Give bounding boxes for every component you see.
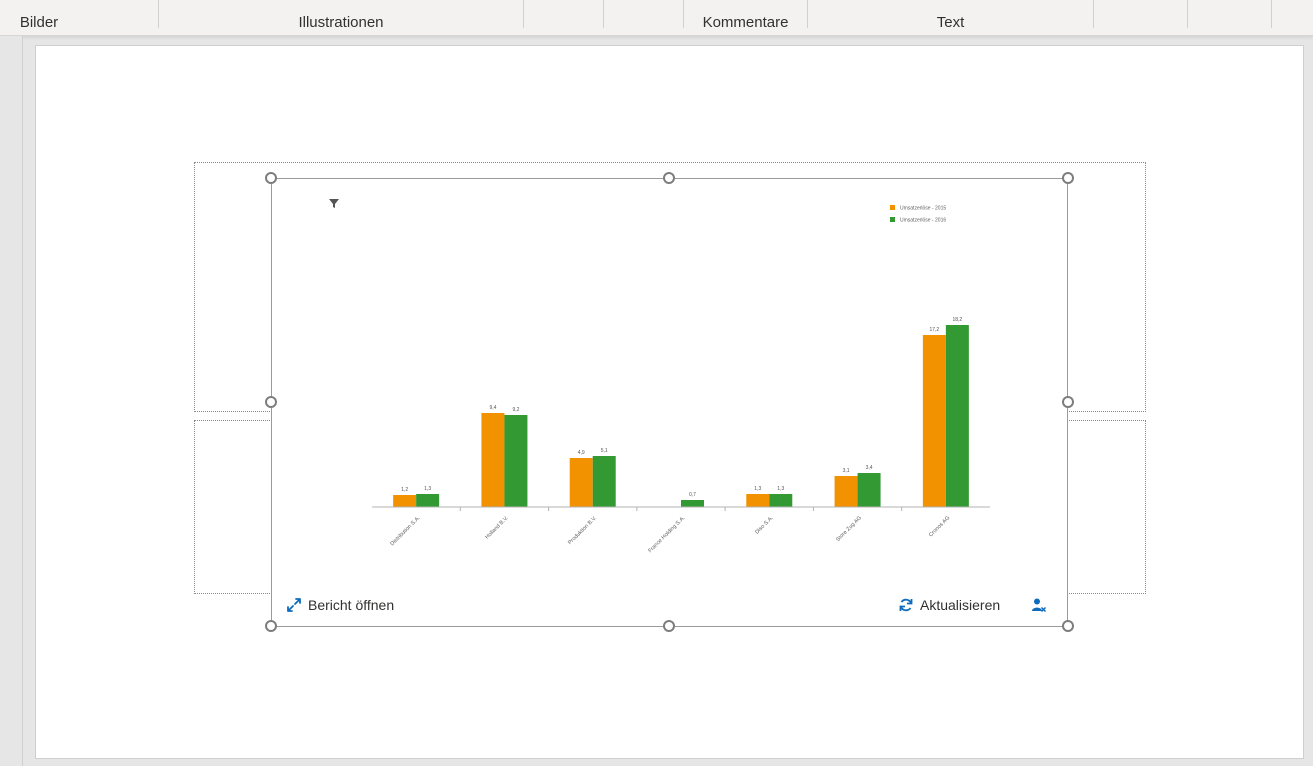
- ribbon-separator: [1093, 0, 1094, 28]
- chart-data-labels: 1,2 1,3 9,4 9,2 4,9 5,1 0,7 1,3 1,3 3,1 3,4 17,2 18,…: [401, 317, 962, 498]
- chart-bars: [393, 325, 969, 507]
- ribbon-separator: [807, 0, 808, 28]
- resize-handle-bottom[interactable]: [663, 620, 675, 632]
- pane-divider: [22, 36, 23, 766]
- ribbon-separator: [683, 0, 684, 28]
- ribbon-group-text: Text: [936, 14, 965, 30]
- user-remove-icon: [1031, 597, 1053, 613]
- data-label: 17,2: [929, 327, 939, 333]
- ribbon-separator: [158, 0, 159, 28]
- ribbon-separator: [1187, 0, 1188, 28]
- bar-2016: [592, 456, 616, 507]
- ribbon: Bilder Illustrationen Kommentare Text: [0, 0, 1313, 36]
- resize-handle-top[interactable]: [663, 172, 675, 184]
- chart-x-axis: Distribution S.A. Holland B.V. Produktion …: [372, 506, 990, 554]
- bar-2016: [416, 494, 440, 507]
- resize-handle-bottom-left[interactable]: [265, 620, 277, 632]
- data-label: 3,4: [866, 465, 873, 471]
- data-label: 4,9: [578, 450, 585, 456]
- x-tick-label: Store Zug AG: [835, 515, 863, 543]
- data-label: 3,1: [843, 468, 850, 474]
- expand-arrows-icon: [286, 597, 308, 613]
- legend-label: Umsatzerlöse - 2016: [900, 218, 946, 224]
- bar-2015: [746, 494, 770, 507]
- bar-2016: [504, 415, 528, 507]
- ribbon-group-bilder: Bilder: [19, 14, 59, 30]
- resize-handle-top-right[interactable]: [1062, 172, 1074, 184]
- x-tick-label: Cronos AG: [928, 515, 951, 538]
- resize-handle-right[interactable]: [1062, 396, 1074, 408]
- data-label: 1,3: [424, 486, 431, 492]
- bar-chart: Umsatzerlöse - 2015 Umsatzerlöse - 2016 1…: [329, 199, 990, 554]
- bar-2015: [922, 335, 946, 507]
- data-label: 5,1: [601, 448, 608, 454]
- report-addin-frame[interactable]: Umsatzerlöse - 2015 Umsatzerlöse - 2016 1…: [271, 178, 1068, 627]
- thumbnail-pane-edge: [0, 36, 22, 766]
- bar-2015: [481, 413, 505, 507]
- bar-2016: [945, 325, 969, 507]
- data-label: 1,3: [754, 486, 761, 492]
- legend-label: Umsatzerlöse - 2015: [900, 206, 946, 212]
- bar-2016: [857, 473, 881, 507]
- data-label: 1,3: [777, 486, 784, 492]
- open-report-label: Bericht öffnen: [308, 597, 395, 613]
- x-tick-label: France Holding S.A.: [647, 515, 686, 554]
- bar-2015: [569, 458, 593, 507]
- ribbon-group-illustrationen: Illustrationen: [298, 14, 384, 30]
- data-label: 9,2: [512, 407, 519, 413]
- bar-2016: [681, 500, 704, 507]
- bar-2016: [769, 494, 793, 507]
- resize-handle-top-left[interactable]: [265, 172, 277, 184]
- x-tick-label: Produktion B.V.: [567, 515, 598, 546]
- ribbon-separator: [1271, 0, 1272, 28]
- data-label: 18,2: [952, 317, 962, 323]
- bar-2015: [834, 476, 858, 507]
- filter-icon[interactable]: [329, 199, 339, 208]
- refresh-icon: [898, 597, 920, 613]
- data-label: 1,2: [401, 487, 408, 493]
- ribbon-separator: [603, 0, 604, 28]
- resize-handle-left[interactable]: [265, 396, 277, 408]
- x-tick-label: Holland B.V.: [484, 515, 510, 541]
- refresh-label: Aktualisieren: [920, 597, 1001, 613]
- ribbon-separator: [523, 0, 524, 28]
- refresh-button[interactable]: Aktualisieren: [898, 593, 1000, 617]
- x-tick-label: Distribution S.A.: [389, 515, 421, 547]
- ribbon-group-kommentare: Kommentare: [702, 14, 789, 30]
- x-tick-label: Diso S.A.: [754, 515, 775, 536]
- chart-legend: Umsatzerlöse - 2015 Umsatzerlöse - 2016: [890, 205, 946, 224]
- resize-handle-bottom-right[interactable]: [1062, 620, 1074, 632]
- data-label: 0,7: [689, 492, 696, 498]
- legend-swatch: [890, 205, 895, 210]
- sign-out-button[interactable]: [1031, 593, 1053, 617]
- legend-swatch: [890, 217, 895, 222]
- bar-2015: [393, 495, 417, 507]
- data-label: 9,4: [489, 405, 496, 411]
- open-report-button[interactable]: Bericht öffnen: [286, 593, 394, 617]
